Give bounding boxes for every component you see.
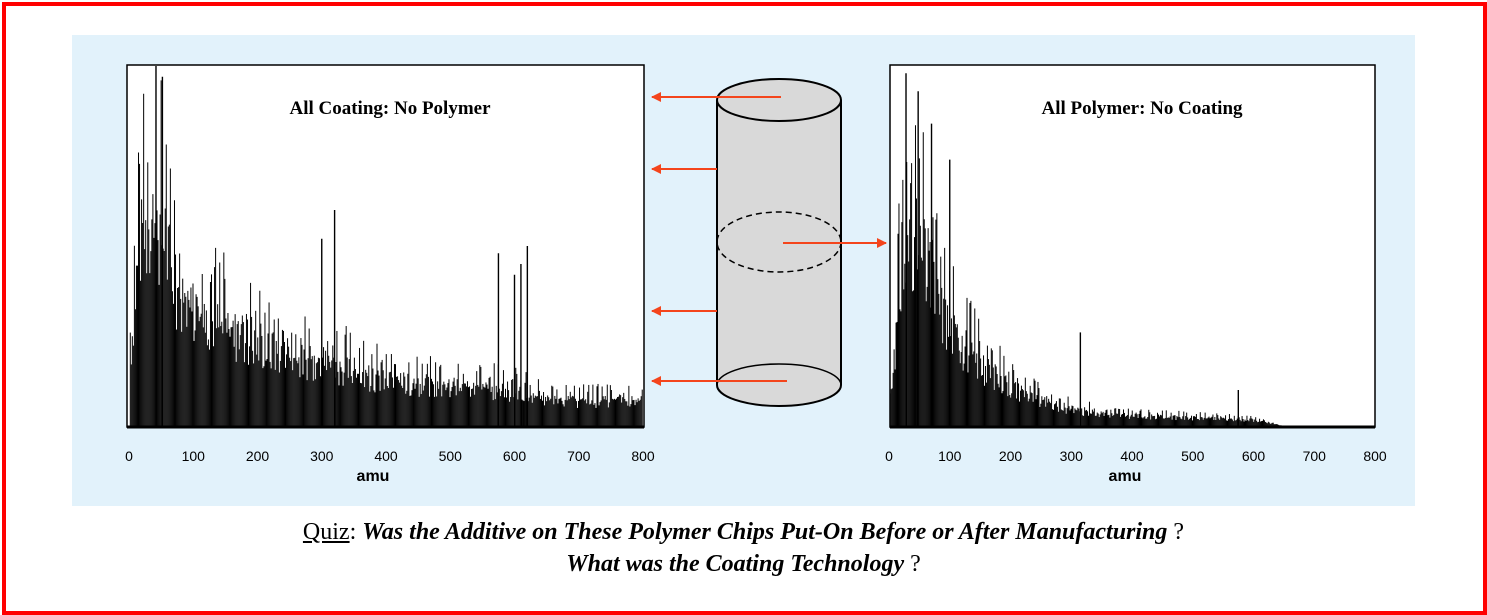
right-x-axis-label: amu xyxy=(1109,468,1142,485)
x-tick-label: 600 xyxy=(503,448,527,464)
left-x-axis-label: amu xyxy=(357,468,390,485)
left-chart-title: All Coating: No Polymer xyxy=(289,98,491,119)
cylinder-bottom-rim xyxy=(716,363,842,386)
left-spectrum-chart: All Coating: No Polymer 0 100 200 300 400 500… xyxy=(125,64,655,485)
x-tick-label: 400 xyxy=(374,448,398,464)
right-chart-title: All Polymer: No Coating xyxy=(1041,98,1243,119)
x-tick-label: 700 xyxy=(1303,448,1327,464)
quiz-colon: : xyxy=(349,519,357,545)
quiz-line-1: Quiz: Was the Additive on These Polymer … xyxy=(0,516,1487,548)
left-x-tick-labels: 0 100 200 300 400 500 600 700 800 xyxy=(125,448,655,464)
right-spectrum-chart: All Polymer: No Coating 0 100 200 300 400 500… xyxy=(885,64,1387,485)
x-tick-label: 100 xyxy=(938,448,962,464)
cylinder-body xyxy=(716,100,842,407)
quiz-question-2: What was the Coating Technology xyxy=(566,551,905,577)
right-x-tick-labels: 0 100 200 300 400 500 600 700 800 xyxy=(885,448,1387,464)
cylinder-top xyxy=(716,78,842,122)
x-tick-label: 300 xyxy=(1060,448,1084,464)
sampling-arrows xyxy=(651,92,887,386)
x-tick-label: 200 xyxy=(246,448,270,464)
quiz-question-mark-2: ? xyxy=(910,551,921,577)
sample-cylinder-diagram xyxy=(716,78,842,407)
x-tick-label: 300 xyxy=(310,448,334,464)
quiz-label: Quiz xyxy=(302,519,350,545)
x-tick-label: 600 xyxy=(1242,448,1266,464)
quiz-question-1: Was the Additive on These Polymer Chips … xyxy=(362,519,1168,545)
x-tick-label: 0 xyxy=(125,448,133,464)
x-tick-label: 500 xyxy=(439,448,463,464)
x-tick-label: 800 xyxy=(631,448,655,464)
quiz-line-2: What was the Coating Technology ? xyxy=(0,548,1487,580)
left-spectrum-trace xyxy=(129,66,643,426)
x-tick-label: 200 xyxy=(999,448,1023,464)
quiz-caption: Quiz: Was the Additive on These Polymer … xyxy=(0,516,1487,580)
x-tick-label: 500 xyxy=(1181,448,1205,464)
quiz-question-mark-1: ? xyxy=(1173,519,1185,545)
x-tick-label: 0 xyxy=(885,448,893,464)
right-spectrum-trace xyxy=(889,73,1284,426)
x-tick-label: 800 xyxy=(1363,448,1387,464)
x-tick-label: 100 xyxy=(182,448,206,464)
x-tick-label: 400 xyxy=(1120,448,1144,464)
x-tick-label: 700 xyxy=(567,448,591,464)
